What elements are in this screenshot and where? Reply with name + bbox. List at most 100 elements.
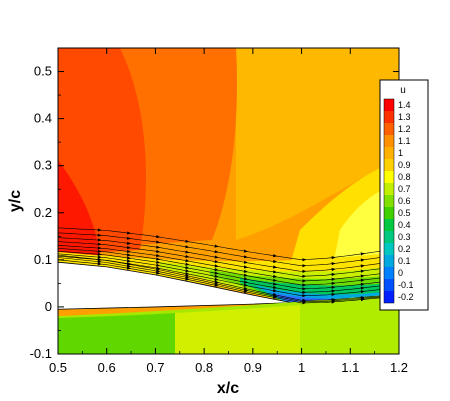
streamline-arrow (331, 289, 336, 293)
streamline-arrow (243, 249, 248, 253)
x-tick-label: 0.6 (98, 360, 116, 375)
streamline (58, 259, 399, 304)
streamline-arrow (214, 280, 219, 284)
streamline-arrow (360, 274, 365, 278)
streamline-arrow (243, 280, 248, 284)
streamline-arrow (273, 270, 278, 274)
streamline-arrow (126, 261, 132, 265)
legend-swatch (384, 183, 394, 195)
x-tick-label: 0.9 (244, 360, 262, 375)
streamline-arrow (126, 241, 132, 245)
streamline-arrow (331, 285, 336, 289)
streamline-arrow (273, 259, 278, 263)
streamline-arrow (156, 253, 161, 258)
streamline-arrow (214, 250, 219, 254)
streamline-arrow (243, 273, 248, 277)
streamline (58, 250, 399, 290)
streamline-arrow (331, 267, 336, 272)
streamline-arrow (97, 255, 102, 259)
legend-label: 0.3 (398, 232, 411, 242)
streamline-arrow (302, 279, 307, 283)
x-tick-label: 0.5 (49, 360, 67, 375)
streamline-arrow (331, 298, 336, 302)
legend-label: 1.3 (398, 112, 411, 122)
contour-lower-4 (300, 294, 399, 354)
contour-lower-3 (175, 305, 300, 354)
legend-swatch (384, 207, 394, 219)
streamline-arrow (214, 274, 219, 278)
streamline-arrow (331, 256, 336, 260)
legend-label: -0.2 (398, 292, 414, 302)
legend-label: 0.4 (398, 220, 411, 230)
streamline (58, 237, 399, 272)
legend-swatch (384, 195, 394, 207)
y-tick-label: 0.1 (34, 252, 52, 267)
legend-label: 0.5 (398, 208, 411, 218)
streamline-arrow (302, 258, 307, 262)
streamline-arrow (185, 254, 190, 258)
streamline (58, 257, 399, 302)
streamline-arrow (302, 294, 307, 298)
streamline-arrow (331, 292, 336, 297)
legend-label: 1.1 (398, 136, 411, 146)
streamline-arrow (273, 292, 278, 296)
streamline-arrow (331, 272, 336, 277)
x-axis-label: x/c (217, 380, 239, 397)
streamline-arrow (156, 263, 161, 267)
streamline-arrow (97, 258, 102, 262)
streamline-arrow (185, 272, 190, 276)
legend-label: 0.6 (398, 196, 411, 206)
streamline-arrow (214, 264, 219, 268)
legend-label: 1 (398, 148, 403, 158)
streamline-arrow (331, 281, 336, 285)
streamline-arrow (243, 277, 248, 281)
streamline-arrow (273, 282, 278, 286)
streamline-arrow (156, 257, 161, 261)
streamline-arrow (126, 253, 132, 257)
x-tick-label: 1.1 (341, 360, 359, 375)
streamline-arrow (97, 228, 102, 232)
streamline-arrow (126, 249, 132, 253)
streamline-arrow (243, 269, 248, 273)
legend-label: 0.2 (398, 244, 411, 254)
streamline-arrow (214, 260, 219, 264)
streamline-arrow (243, 286, 248, 290)
streamline-arrow (302, 274, 307, 278)
streamline-arrow (273, 289, 278, 293)
y-tick-label: 0 (45, 299, 52, 314)
streamline-arrow (331, 262, 336, 266)
streamline-arrow (97, 238, 102, 242)
legend-swatch (384, 135, 394, 147)
streamline-arrow (185, 269, 190, 273)
legend-swatch (384, 231, 394, 243)
streamline-arrow (360, 278, 365, 282)
legend-swatch (384, 123, 394, 135)
x-tick-label: 1.2 (390, 360, 408, 375)
streamline-arrow (360, 258, 365, 262)
legend-swatch (384, 279, 394, 291)
contour-level-1-1 (236, 48, 399, 240)
legend-swatch (384, 99, 394, 111)
legend-colorbar-frame (383, 98, 395, 304)
streamline-arrow (360, 290, 365, 294)
streamline-arrow (156, 245, 161, 249)
streamline-arrow (360, 286, 365, 290)
streamline-arrow (302, 290, 307, 294)
streamline-arrow (126, 256, 132, 260)
streamline-arrow (156, 266, 161, 270)
streamline-arrow (214, 271, 219, 275)
legend-label: 0.9 (398, 160, 411, 170)
streamline (58, 232, 399, 267)
legend-label: 0.7 (398, 184, 411, 194)
streamline (58, 253, 399, 293)
streamline-arrow (360, 282, 365, 286)
y-axis-label: y/c (7, 190, 24, 212)
streamline-arrow (273, 278, 278, 282)
streamline-arrow (97, 233, 102, 237)
streamline-arrow (273, 274, 278, 278)
streamline-arrow (97, 262, 102, 266)
streamline-arrow (243, 265, 248, 269)
streamline-arrow (360, 252, 365, 256)
streamline (58, 248, 399, 286)
